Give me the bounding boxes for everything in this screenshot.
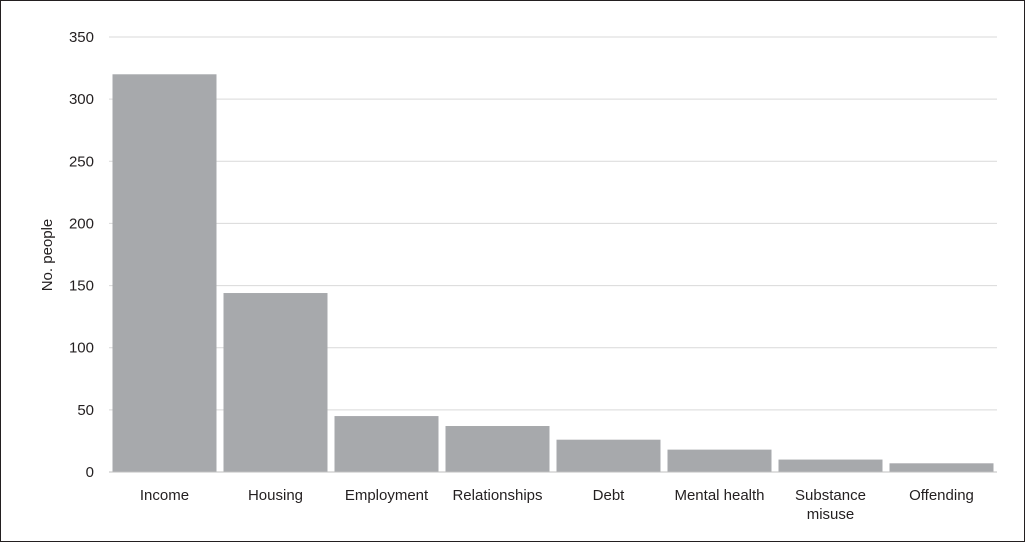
y-tick-label: 100: [69, 340, 94, 357]
x-tick-label: Debt: [593, 487, 626, 504]
y-tick-label: 300: [69, 91, 94, 108]
bar: [112, 74, 217, 472]
y-axis-title: No. people: [39, 219, 56, 292]
x-tick-label: Housing: [248, 487, 303, 504]
x-tick-label: Mental health: [674, 487, 764, 504]
y-tick-label: 150: [69, 278, 94, 295]
y-tick-label: 350: [69, 29, 94, 46]
bar: [445, 426, 550, 472]
y-tick-label: 250: [69, 153, 94, 170]
x-tick-label: Relationships: [452, 487, 542, 504]
bar: [556, 439, 661, 472]
y-tick-label: 200: [69, 215, 94, 232]
bar: [667, 449, 772, 472]
bars: [112, 74, 994, 472]
y-tick-label: 50: [77, 402, 94, 419]
x-tick-label: Employment: [345, 487, 429, 504]
bar: [778, 459, 883, 472]
y-tick-labels: 0 50 100 150 200 250 300 350: [69, 29, 94, 481]
x-tick-label: Offending: [909, 487, 974, 504]
bar: [223, 293, 328, 472]
bar: [889, 463, 994, 472]
x-tick-label: Substance misuse: [795, 487, 866, 523]
y-tick-label: 0: [86, 464, 94, 481]
x-tick-label: Income: [140, 487, 189, 504]
x-tick-labels: Income Housing Employment Relationships Debt…: [140, 487, 974, 523]
bar: [334, 416, 439, 472]
